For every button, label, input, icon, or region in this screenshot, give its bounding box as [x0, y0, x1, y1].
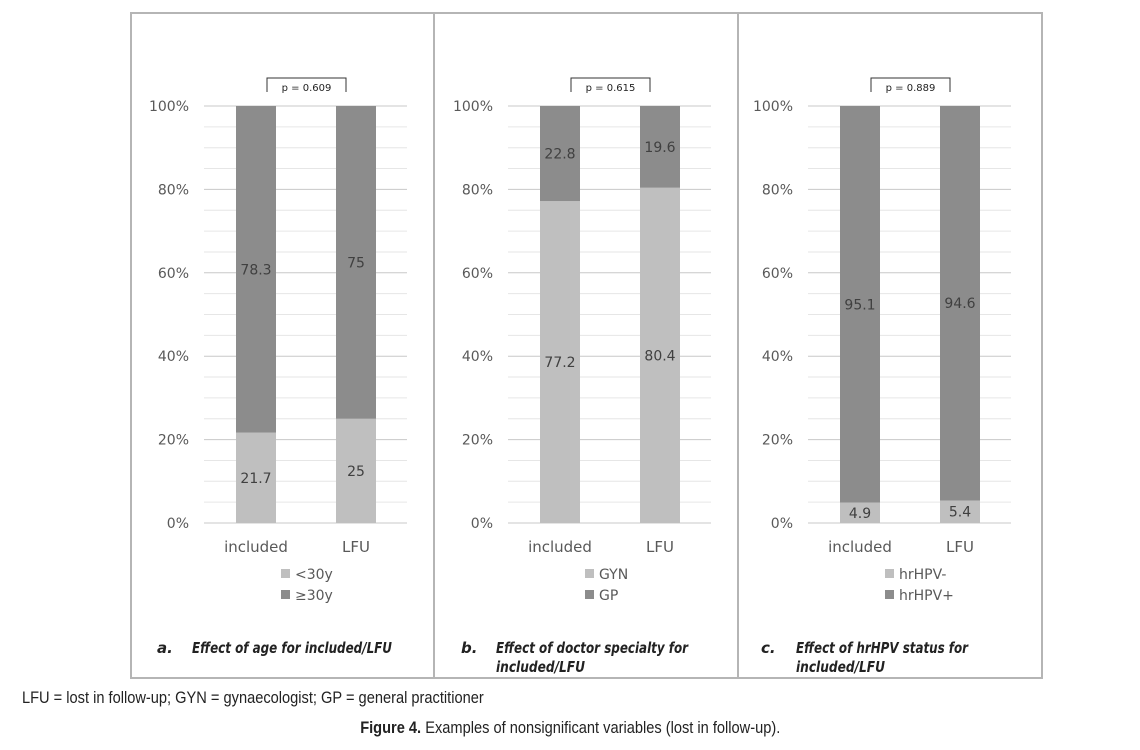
legend-label: ≥30y	[295, 588, 333, 604]
y-tick-label: 80%	[158, 182, 189, 198]
panel-caption-text: Effect of age for included/LFU	[192, 639, 392, 657]
p-value-bracket	[870, 77, 951, 92]
chart-panel-3: 0% 20% 40% 60% 80% 100% included LFU 4.9 95.1 5.4 9…	[753, 77, 1011, 676]
bar-segment	[940, 106, 980, 501]
x-category-label: LFU	[342, 538, 370, 556]
y-tick-label: 0%	[471, 516, 493, 532]
bar-segment	[840, 502, 880, 523]
legend-swatch	[585, 569, 594, 578]
y-tick-label: 40%	[762, 349, 793, 365]
x-category-label: included	[828, 538, 892, 556]
data-label: 80.4	[644, 348, 675, 364]
data-label: 21.7	[240, 471, 271, 487]
y-tick-label: 60%	[462, 266, 493, 282]
bar-segment	[336, 418, 376, 523]
abbreviations-note: LFU = lost in follow-up; GYN = gynaecolo…	[22, 688, 484, 707]
y-tick-label: 100%	[753, 99, 793, 115]
y-tick-label: 20%	[158, 433, 189, 449]
legend-swatch	[885, 590, 894, 599]
figure-label: Figure 4.	[359, 718, 421, 737]
legend-swatch	[885, 569, 894, 578]
x-category-label: LFU	[946, 538, 974, 556]
chart-panel-2: 0% 20% 40% 60% 80% 100% included LFU 77.2 22.8 80.…	[453, 77, 711, 676]
y-tick-label: 80%	[762, 182, 793, 198]
figure-caption-text: Examples of nonsignificant variables (lo…	[420, 718, 781, 737]
panel-caption-text: Effect of doctor specialty for included/L…	[496, 639, 689, 676]
y-tick-label: 80%	[462, 182, 493, 198]
figure-caption: Figure 4. Examples of nonsignificant var…	[0, 718, 1140, 738]
legend-label: hrHPV+	[899, 588, 954, 604]
p-value-bracket	[266, 77, 347, 92]
bar-segment	[640, 106, 680, 188]
bar-segment	[236, 432, 276, 523]
legend-swatch	[281, 569, 290, 578]
data-label: 95.1	[844, 297, 875, 313]
p-value-bracket	[570, 77, 651, 92]
legend-label: hrHPV-	[899, 567, 946, 583]
y-tick-label: 40%	[462, 349, 493, 365]
data-label: 19.6	[644, 140, 675, 156]
chart-panel-1: 0% 20% 40% 60% 80% 100% included LFU 21.7 78.3 25 7…	[149, 77, 407, 657]
x-category-label: LFU	[646, 538, 674, 556]
y-tick-label: 60%	[158, 266, 189, 282]
x-category-label: included	[528, 538, 592, 556]
legend-swatch	[281, 590, 290, 599]
y-tick-label: 60%	[762, 266, 793, 282]
data-label: 22.8	[544, 147, 575, 163]
y-tick-label: 100%	[149, 99, 189, 115]
y-tick-label: 20%	[762, 433, 793, 449]
legend-label: GYN	[599, 567, 628, 583]
figure-frame	[130, 12, 1043, 679]
data-label: 5.4	[949, 505, 971, 521]
panel-caption-text: Effect of hrHPV status for included/LFU	[796, 639, 969, 676]
bar-segment	[940, 500, 980, 523]
bar-segment	[840, 106, 880, 503]
legend-swatch	[585, 590, 594, 599]
panel-caption-letter: a.	[157, 639, 173, 657]
legend-label: <30y	[295, 567, 333, 583]
legend-label: GP	[599, 588, 618, 604]
y-tick-label: 20%	[462, 433, 493, 449]
data-label: 75	[347, 255, 365, 271]
y-tick-label: 40%	[158, 349, 189, 365]
data-label: 78.3	[240, 262, 271, 278]
panel-caption-letter: c.	[761, 639, 776, 657]
bar-segment	[540, 201, 580, 524]
panel-caption-letter: b.	[461, 639, 477, 657]
p-value-label: p = 0.889	[886, 83, 936, 94]
y-tick-label: 0%	[771, 516, 793, 532]
data-label: 94.6	[944, 296, 975, 312]
p-value-label: p = 0.615	[586, 83, 636, 94]
bar-segment	[540, 106, 580, 202]
bar-segment	[640, 187, 680, 523]
x-category-label: included	[224, 538, 288, 556]
y-tick-label: 0%	[167, 516, 189, 532]
data-label: 77.2	[544, 355, 575, 371]
data-label: 4.9	[849, 506, 871, 522]
bar-segment	[236, 106, 276, 433]
y-tick-label: 100%	[453, 99, 493, 115]
data-label: 25	[347, 464, 365, 480]
p-value-label: p = 0.609	[282, 83, 332, 94]
bar-segment	[336, 106, 376, 419]
